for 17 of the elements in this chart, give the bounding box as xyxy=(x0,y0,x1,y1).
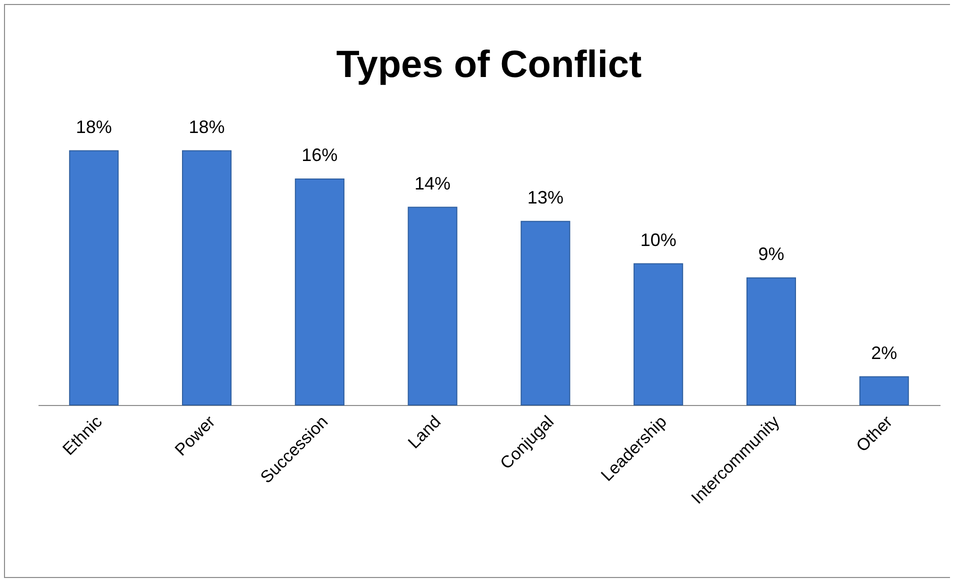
data-label: 14% xyxy=(414,173,451,194)
data-label: 18% xyxy=(188,116,225,137)
bar xyxy=(182,150,232,406)
bar xyxy=(746,277,796,406)
bar xyxy=(859,376,909,406)
data-label: 13% xyxy=(527,187,564,208)
data-label: 9% xyxy=(758,244,784,264)
data-label: 16% xyxy=(302,145,338,166)
bar xyxy=(408,206,458,406)
bar xyxy=(69,150,119,406)
bar xyxy=(294,178,344,406)
bar xyxy=(634,263,684,406)
data-label: 2% xyxy=(871,342,898,363)
data-label: 10% xyxy=(640,230,676,250)
data-label: 18% xyxy=(76,116,112,137)
chart-title: Types of Conflict xyxy=(336,44,642,86)
bar xyxy=(520,220,570,406)
